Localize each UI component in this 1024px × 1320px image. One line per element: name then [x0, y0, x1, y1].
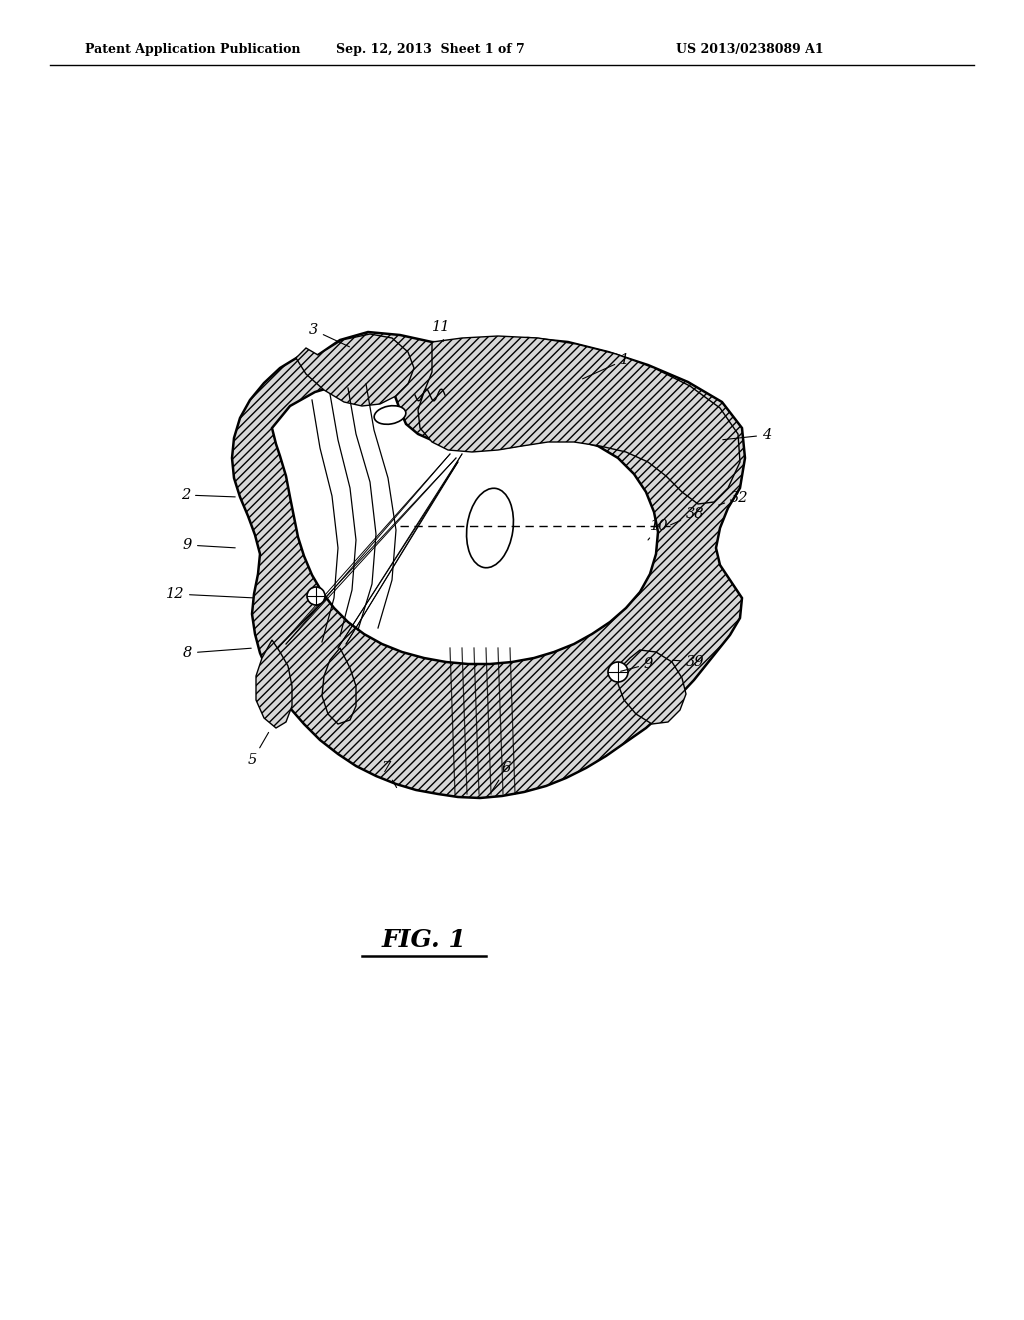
- Text: 9: 9: [182, 539, 236, 552]
- Polygon shape: [296, 334, 414, 407]
- Text: 8: 8: [182, 645, 251, 660]
- Text: 12: 12: [166, 587, 253, 601]
- Text: 10: 10: [648, 519, 669, 540]
- Polygon shape: [256, 640, 292, 729]
- Text: 2: 2: [181, 488, 236, 502]
- Text: Patent Application Publication: Patent Application Publication: [85, 44, 300, 57]
- Text: 3: 3: [309, 323, 349, 347]
- Text: 38: 38: [671, 507, 705, 525]
- Circle shape: [608, 663, 628, 682]
- Polygon shape: [272, 381, 658, 664]
- Text: 7: 7: [381, 762, 396, 788]
- Text: 11: 11: [432, 319, 451, 342]
- Text: Sep. 12, 2013  Sheet 1 of 7: Sep. 12, 2013 Sheet 1 of 7: [336, 44, 524, 57]
- Polygon shape: [618, 649, 686, 723]
- Circle shape: [307, 587, 325, 605]
- Text: 1: 1: [583, 352, 630, 379]
- Ellipse shape: [374, 405, 406, 424]
- Text: 32: 32: [719, 491, 749, 506]
- Polygon shape: [322, 648, 356, 723]
- Text: 4: 4: [723, 428, 771, 442]
- Polygon shape: [418, 337, 740, 504]
- Text: 5: 5: [248, 733, 268, 767]
- Text: 9: 9: [621, 657, 653, 672]
- Text: US 2013/0238089 A1: US 2013/0238089 A1: [676, 44, 824, 57]
- Text: 39: 39: [673, 655, 705, 669]
- Ellipse shape: [467, 488, 513, 568]
- Polygon shape: [232, 333, 745, 799]
- Text: 6: 6: [492, 762, 511, 792]
- Text: FIG. 1: FIG. 1: [382, 928, 467, 952]
